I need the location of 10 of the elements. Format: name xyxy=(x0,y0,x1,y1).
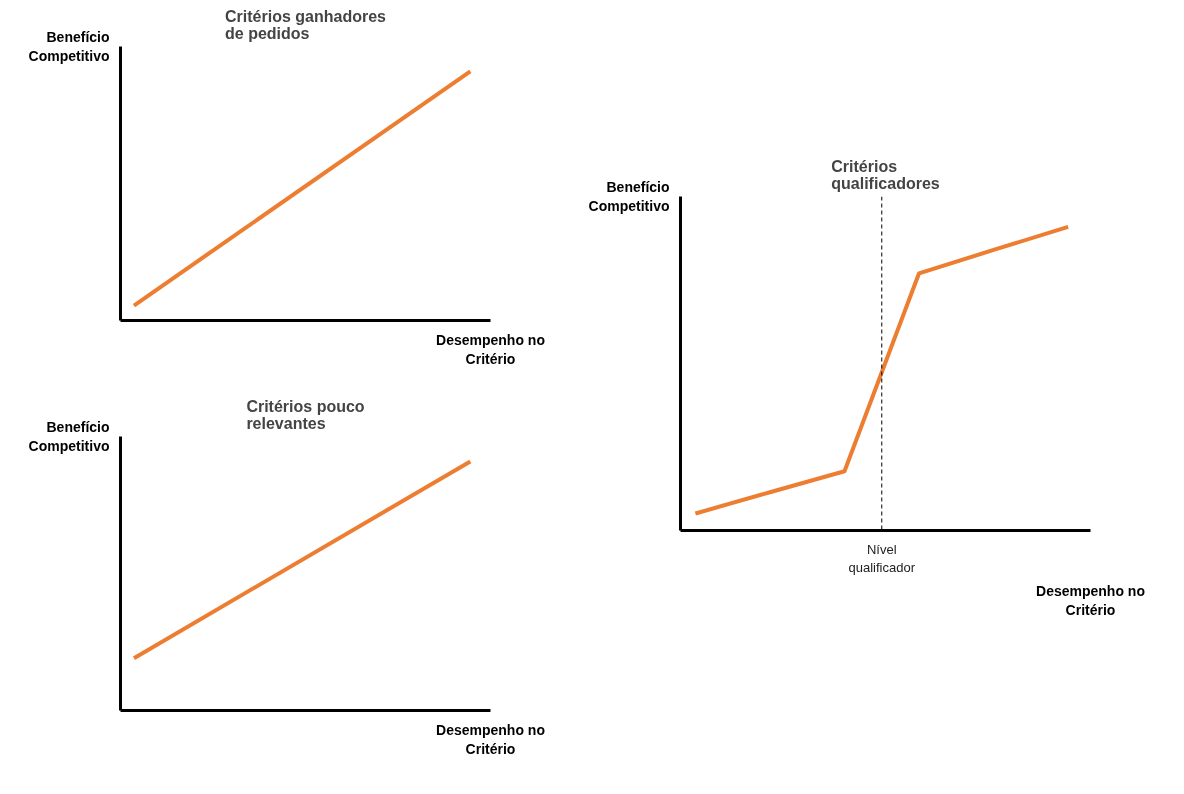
y-axis-title: Benefício Competitivo xyxy=(28,28,110,65)
y-axis-title: Benefício Competitivo xyxy=(28,418,110,455)
text: Nível qualificador xyxy=(848,541,916,575)
y-axis-title: Benefício Competitivo xyxy=(588,178,670,215)
chart-title: Critérios qualificadores xyxy=(831,157,940,192)
x-axis-title: Desempenho no Critério xyxy=(1036,582,1145,618)
chart-title: Critérios ganhadores de pedidos xyxy=(225,7,387,42)
x-axis-title: Desempenho no Critério xyxy=(436,721,545,757)
chart-title: Critérios pouco relevantes xyxy=(246,397,365,432)
x-axis-title: Desempenho no Critério xyxy=(436,331,545,367)
